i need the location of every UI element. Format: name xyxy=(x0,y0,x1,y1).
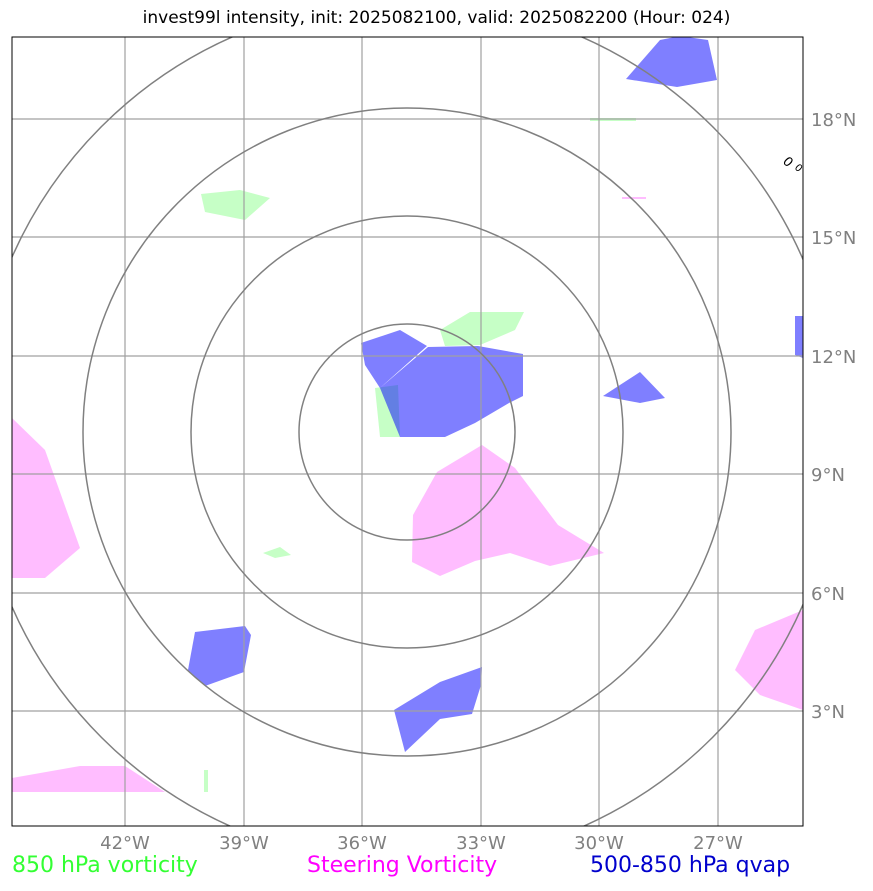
lat-label: 15°N xyxy=(811,228,856,249)
contour-label: 0 0 xyxy=(779,154,804,174)
qvap-region xyxy=(394,667,482,752)
lat-label: 9°N xyxy=(811,465,845,486)
latitude-labels: 18°N 15°N 12°N 9°N 6°N 3°N xyxy=(811,110,856,723)
qvap-region xyxy=(795,316,803,358)
qvap-region xyxy=(361,330,427,388)
lat-label: 3°N xyxy=(811,702,845,723)
lon-label: 27°W xyxy=(693,833,743,854)
vorticity-850-region xyxy=(201,190,270,220)
distance-rings xyxy=(12,37,803,826)
map-title: invest99l intensity, init: 2025082100, v… xyxy=(142,8,731,28)
distance-ring-inner xyxy=(298,323,516,541)
steering-vorticity-region xyxy=(12,418,80,578)
steering-vorticity-region xyxy=(12,766,165,792)
lon-label: 39°W xyxy=(219,833,269,854)
graticule xyxy=(12,37,803,826)
steering-vorticity-region xyxy=(735,610,803,710)
qvap-region xyxy=(626,37,717,87)
qvap-layer xyxy=(188,37,803,752)
lon-label: 33°W xyxy=(456,833,506,854)
steering-vorticity-layer xyxy=(12,197,803,792)
legend-vorticity-850: 850 hPa vorticity xyxy=(12,853,198,878)
lon-label: 36°W xyxy=(337,833,387,854)
longitude-labels: 42°W 39°W 36°W 33°W 30°W 27°W xyxy=(100,833,743,854)
steering-vorticity-region xyxy=(622,197,646,199)
svg-text:0: 0 xyxy=(792,162,804,174)
vorticity-850-region xyxy=(204,770,208,792)
legend-steering-vorticity: Steering Vorticity xyxy=(307,853,498,878)
lat-label: 18°N xyxy=(811,110,856,131)
distance-ring-3 xyxy=(82,107,732,757)
steering-vorticity-region xyxy=(412,445,604,576)
vorticity-850-layer xyxy=(201,118,636,792)
lat-label: 12°N xyxy=(811,347,856,368)
lon-label: 30°W xyxy=(574,833,624,854)
legend-qvap: 500-850 hPa qvap xyxy=(590,853,791,878)
distance-ring-2 xyxy=(190,215,624,649)
lon-label: 42°W xyxy=(100,833,150,854)
qvap-region xyxy=(380,346,523,437)
qvap-region xyxy=(188,626,251,686)
lat-label: 6°N xyxy=(811,584,845,605)
map-frame xyxy=(11,36,804,827)
qvap-region xyxy=(603,372,665,403)
vorticity-850-region xyxy=(440,312,524,346)
map-plot-area: 0 0 xyxy=(12,37,804,826)
vorticity-850-region xyxy=(263,547,291,558)
